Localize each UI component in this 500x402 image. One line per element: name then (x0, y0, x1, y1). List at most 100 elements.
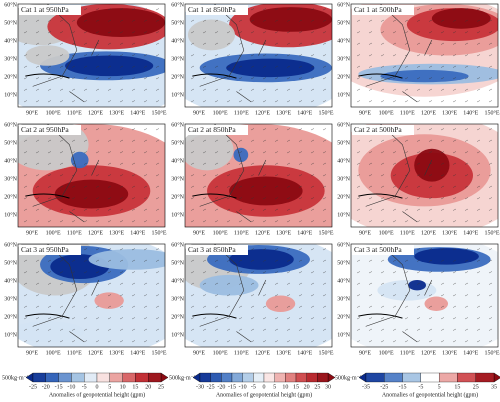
wind-vector (476, 328, 481, 331)
wind-vector (262, 42, 267, 45)
wind-vector (404, 317, 409, 320)
reference-label: 500kg·m⁻¹·s⁻¹ (169, 375, 205, 381)
panel-title: Cat 2 at 950hPa (21, 125, 69, 134)
wind-vector (47, 19, 52, 22)
wind-vector (71, 208, 76, 211)
wind-vector (155, 139, 160, 142)
colorbar-label: Anomalies of geopotential height (gpm) (49, 391, 145, 398)
wind-vector (310, 317, 315, 320)
wind-vector (416, 208, 421, 211)
wind-vector (131, 88, 136, 91)
wind-vector (286, 19, 291, 22)
wind-vector (452, 197, 457, 200)
anomaly-area (229, 176, 303, 206)
wind-vector (310, 340, 315, 343)
wind-vector (155, 174, 160, 177)
wind-vector (416, 271, 421, 274)
lat-label: 30°N (337, 56, 350, 63)
wind-vector (226, 220, 231, 223)
wind-vector (452, 8, 457, 11)
wind-vector (226, 271, 231, 274)
wind-vector (119, 294, 124, 297)
wind-vector (155, 8, 160, 11)
lon-label: 110°E (400, 109, 415, 116)
wind-vector (262, 31, 267, 34)
wind-vector (286, 77, 291, 80)
wind-vector (131, 174, 136, 177)
wind-vector (368, 139, 373, 142)
wind-vector (452, 100, 457, 103)
lat-label: 30°N (337, 296, 350, 303)
wind-vector (119, 259, 124, 262)
wind-vector (131, 151, 136, 154)
wind-vector (440, 340, 445, 343)
wind-vector (23, 88, 28, 91)
wind-vector (250, 128, 255, 131)
lon-label: 140°E (297, 109, 312, 116)
wind-vector (274, 54, 279, 57)
wind-vector (107, 151, 112, 154)
wind-vector (59, 88, 64, 91)
wind-vector (35, 317, 40, 320)
wind-vector (131, 8, 136, 11)
colorbar-segment (32, 372, 46, 383)
wind-vector (298, 174, 303, 177)
wind-vector (95, 65, 100, 68)
wind-vector (322, 317, 327, 320)
wind-vector (71, 77, 76, 80)
wind-vector (428, 340, 433, 343)
wind-vector (250, 8, 255, 11)
colorbar-tick: -15 (55, 384, 63, 390)
wind-vector (356, 54, 361, 57)
wind-vector (404, 328, 409, 331)
wind-vector (35, 151, 40, 154)
wind-vector (107, 100, 112, 103)
wind-vector (71, 19, 76, 22)
wind-vector (416, 185, 421, 188)
wind-vector (356, 220, 361, 223)
wind-vector (368, 220, 373, 223)
lat-label: 50°N (4, 139, 17, 146)
wind-vector (47, 151, 52, 154)
wind-vector (47, 259, 52, 262)
anomaly-area (65, 55, 154, 77)
wind-vector (368, 197, 373, 200)
map-fill (351, 4, 498, 107)
wind-vector (464, 162, 469, 165)
wind-vector (238, 294, 243, 297)
lat-label: 30°N (4, 296, 17, 303)
wind-vector (95, 8, 100, 11)
wind-vector (226, 282, 231, 285)
colorbar-segment (384, 372, 403, 383)
wind-vector (286, 128, 291, 131)
wind-vector (250, 77, 255, 80)
wind-vector (143, 282, 148, 285)
wind-vector (83, 259, 88, 262)
wind-vector (202, 305, 207, 308)
lon-label: 120°E (255, 229, 270, 236)
wind-vector (119, 305, 124, 308)
wind-vector (47, 328, 52, 331)
wind-vector (380, 54, 385, 57)
wind-vector (83, 54, 88, 57)
wind-vector (274, 19, 279, 22)
wind-vector (107, 19, 112, 22)
anomaly-area (424, 296, 449, 311)
lon-label: 130°E (109, 229, 124, 236)
wind-vector (83, 271, 88, 274)
wind-vector (310, 54, 315, 57)
wind-vector (274, 185, 279, 188)
wind-vector (238, 317, 243, 320)
plateau-contour (25, 193, 70, 199)
colorbar-segment (420, 372, 440, 383)
wind-vector (322, 139, 327, 142)
wind-vector (238, 220, 243, 223)
wind-vector (392, 294, 397, 297)
wind-vector (476, 8, 481, 11)
wind-vector (59, 139, 64, 142)
wind-vector (202, 139, 207, 142)
wind-vector (488, 208, 493, 211)
wind-vector (476, 54, 481, 57)
wind-vector (368, 151, 373, 154)
anomaly-area (54, 179, 129, 209)
